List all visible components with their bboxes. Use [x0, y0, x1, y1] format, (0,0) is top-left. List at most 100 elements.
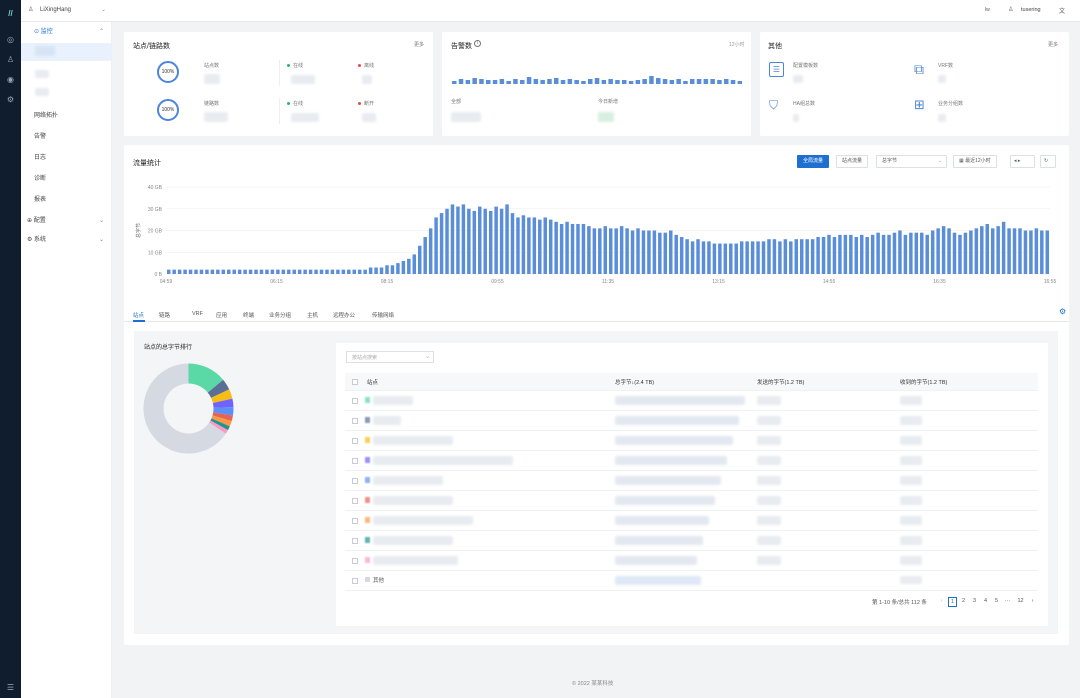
- row-checkbox[interactable]: [352, 418, 358, 424]
- sidebar-item-report[interactable]: 报表: [34, 197, 47, 203]
- traffic-bar: [974, 228, 979, 274]
- account-name[interactable]: tusering: [1021, 7, 1041, 13]
- info-icon[interactable]: i: [474, 40, 481, 47]
- more-link[interactable]: 更多: [1048, 42, 1059, 48]
- global-traffic-button[interactable]: 全局流量: [797, 155, 830, 168]
- time-range-picker[interactable]: ▦ 最近12小时: [953, 155, 997, 168]
- sidebar-item-log[interactable]: 日志: [34, 155, 47, 161]
- donut-slice[interactable]: [213, 407, 234, 416]
- col-site[interactable]: 站点: [367, 380, 379, 386]
- select-all-checkbox[interactable]: [352, 379, 358, 385]
- sidebar-item-topology[interactable]: 网络拓扑: [34, 113, 59, 119]
- table-row[interactable]: [345, 391, 1038, 411]
- alarm-bar: [452, 81, 457, 84]
- traffic-title: 流量统计: [133, 160, 161, 167]
- site-traffic-button[interactable]: 站点流量: [836, 155, 869, 168]
- row-checkbox[interactable]: [352, 478, 358, 484]
- donut-slice[interactable]: [210, 418, 230, 431]
- col-total-bytes[interactable]: 总字节↓(2.4 TB): [615, 380, 655, 386]
- tab-terminal[interactable]: 终端: [243, 313, 255, 319]
- traffic-bar: [1029, 230, 1033, 274]
- donut-slice[interactable]: [211, 389, 233, 404]
- sidebar-item-system[interactable]: ⚙ 系统 ⌄: [21, 232, 112, 248]
- sidebar-item-config[interactable]: ⊕ 配置 ⌄: [21, 213, 112, 229]
- tab-vrf[interactable]: VRF: [192, 311, 203, 317]
- donut-slice[interactable]: [211, 415, 232, 427]
- traffic-bar: [456, 206, 460, 274]
- row-checkbox[interactable]: [352, 458, 358, 464]
- table-row[interactable]: [345, 431, 1038, 451]
- traffic-bar: [505, 204, 509, 274]
- chevron-down-icon[interactable]: ⌄: [101, 7, 107, 13]
- total-cell: [615, 556, 697, 565]
- table-row[interactable]: [345, 531, 1038, 551]
- table-row[interactable]: [345, 411, 1038, 431]
- donut-slice[interactable]: [212, 412, 233, 422]
- row-checkbox[interactable]: [352, 578, 358, 584]
- donut-slice[interactable]: [143, 363, 226, 454]
- sidebar-item-monitor[interactable]: ⊙ 监控 ⌃: [21, 24, 112, 40]
- donut-slice[interactable]: [212, 398, 234, 408]
- prev-page-icon[interactable]: ‹: [940, 598, 943, 604]
- tab-app[interactable]: 应用: [216, 313, 228, 319]
- next-icon[interactable]: ▸: [1017, 158, 1021, 164]
- donut-slice[interactable]: [209, 420, 228, 434]
- tab-transport[interactable]: 传输网络: [372, 313, 395, 319]
- settings-icon[interactable]: ⚙: [6, 95, 15, 104]
- tab-remote[interactable]: 远程办公: [333, 313, 356, 319]
- eye-icon[interactable]: ◉: [7, 75, 14, 84]
- user-icon[interactable]: ♙: [6, 55, 15, 64]
- traffic-bar: [576, 223, 580, 274]
- prev-icon[interactable]: ◂: [1014, 158, 1017, 164]
- time-nav[interactable]: ◂ ▸: [1010, 155, 1035, 168]
- tab-business-group[interactable]: 业务分组: [269, 313, 292, 319]
- tab-site[interactable]: 站点: [133, 313, 145, 319]
- page-5[interactable]: 5: [994, 598, 999, 604]
- table-row[interactable]: [345, 471, 1038, 491]
- page-ellipsis[interactable]: ···: [1004, 598, 1011, 604]
- settings-icon[interactable]: ⚙: [1059, 307, 1067, 316]
- template-count-label: 配置模板数: [793, 63, 819, 69]
- row-checkbox[interactable]: [352, 498, 358, 504]
- row-checkbox[interactable]: [352, 558, 358, 564]
- translate-icon[interactable]: 文: [1059, 9, 1066, 15]
- page-3[interactable]: 3: [972, 598, 977, 604]
- site-search-input[interactable]: 按站点搜索 ⌄: [346, 351, 434, 363]
- tab-host[interactable]: 主机: [307, 313, 319, 319]
- traffic-bar: [499, 208, 504, 274]
- table-row[interactable]: [345, 551, 1038, 571]
- row-checkbox[interactable]: [352, 538, 358, 544]
- metric-select[interactable]: 总字节 ⌄: [876, 155, 947, 168]
- org-name[interactable]: LiXingHang: [40, 7, 72, 13]
- table-row[interactable]: [345, 491, 1038, 511]
- col-recv-bytes[interactable]: 收到的字节(1.2 TB): [900, 380, 948, 386]
- sidebar-item-alarm[interactable]: 告警: [34, 134, 47, 140]
- row-checkbox[interactable]: [352, 398, 358, 404]
- sidebar-item-label[interactable]: [35, 88, 49, 96]
- sidebar-item-label[interactable]: [35, 70, 49, 78]
- sidebar-item-diagnose[interactable]: 诊断: [34, 176, 47, 182]
- page-12[interactable]: 12: [1017, 598, 1024, 604]
- menu-toggle-icon[interactable]: ☰: [6, 683, 15, 692]
- recv-cell: [900, 436, 922, 445]
- next-page-icon[interactable]: ›: [1031, 598, 1034, 604]
- row-checkbox[interactable]: [352, 438, 358, 444]
- more-link[interactable]: 更多: [414, 42, 425, 48]
- row-checkbox[interactable]: [352, 518, 358, 524]
- top-bar: ♙ LiXingHang ⌄ lw ♙ tusering 文: [21, 0, 1080, 22]
- refresh-icon: ↻: [1044, 158, 1049, 164]
- table-row[interactable]: [345, 511, 1038, 531]
- tab-link[interactable]: 链路: [159, 313, 171, 319]
- dashboard-icon[interactable]: ◎: [7, 35, 14, 44]
- notification-icon[interactable]: lw: [985, 7, 990, 13]
- table-row[interactable]: [345, 451, 1038, 471]
- table-row-other[interactable]: 其他: [345, 571, 1038, 591]
- page-4[interactable]: 4: [983, 598, 988, 604]
- site-name-cell: [373, 476, 443, 485]
- col-sent-bytes[interactable]: 发送的字节(1.2 TB): [757, 380, 805, 386]
- donut-slice[interactable]: [207, 379, 230, 398]
- refresh-button[interactable]: ↻: [1040, 155, 1056, 168]
- page-2[interactable]: 2: [961, 598, 966, 604]
- donut-slice[interactable]: [188, 363, 224, 393]
- page-1[interactable]: 1: [948, 597, 957, 607]
